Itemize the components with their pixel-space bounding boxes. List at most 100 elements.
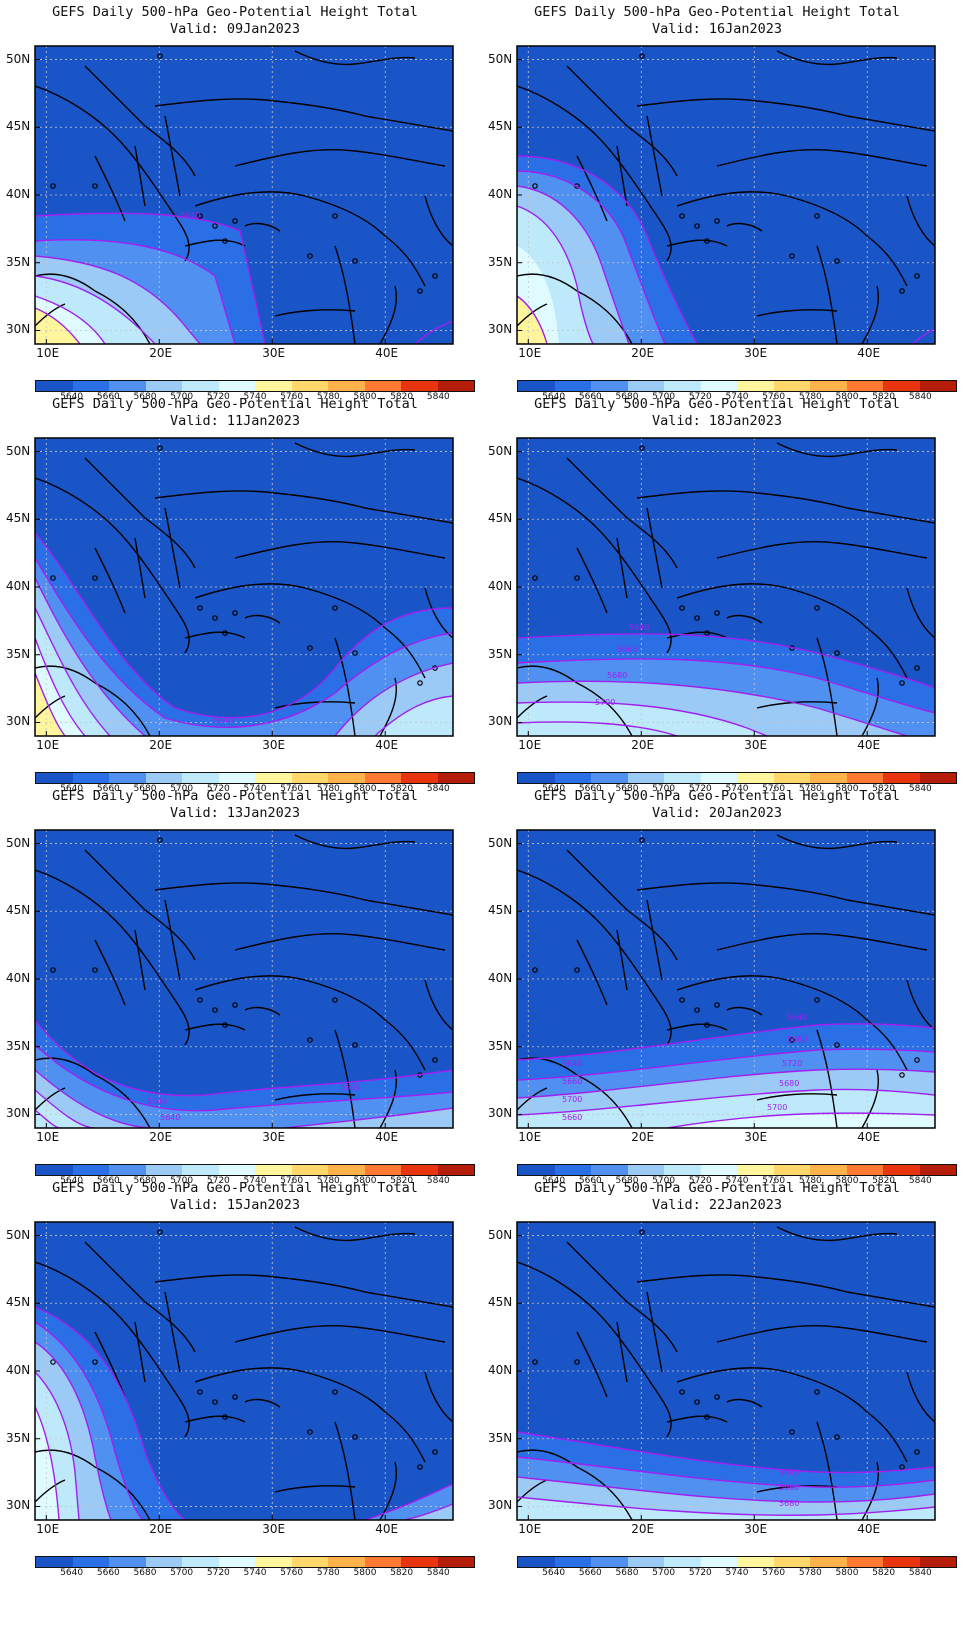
colorbar-swatch xyxy=(627,1557,664,1567)
colorbar-label: 5800 xyxy=(835,1176,859,1186)
colorbar-swatch xyxy=(218,381,255,391)
colorbar-swatch xyxy=(627,381,664,391)
island xyxy=(212,223,218,229)
coastline xyxy=(35,1479,66,1503)
panel-title: GEFS Daily 500-hPa Geo-Potential Height … xyxy=(534,788,900,804)
colorbar-label: 5680 xyxy=(133,392,157,402)
colorbar-label: 5700 xyxy=(652,1176,676,1186)
lat-tick-label: 30N xyxy=(488,322,513,337)
island xyxy=(50,1359,56,1365)
colorbar-label: 5680 xyxy=(133,784,157,794)
lat-tick-label: 30N xyxy=(6,714,31,729)
colorbar-label: 5720 xyxy=(206,1568,230,1578)
colorbar-label: 5720 xyxy=(688,784,712,794)
lon-tick-label: 20E xyxy=(149,1130,173,1144)
island xyxy=(679,605,685,611)
coastline xyxy=(676,583,908,679)
coastline xyxy=(244,222,281,232)
colorbar-label: 5660 xyxy=(96,1176,120,1186)
colorbar-swatch xyxy=(737,381,774,391)
colorbar-label: 5700 xyxy=(170,1568,194,1578)
island xyxy=(639,837,645,843)
panel-valid-date: Valid: 09Jan2023 xyxy=(169,21,301,37)
coastline xyxy=(861,1069,879,1128)
coastline xyxy=(234,932,446,951)
panel-title: GEFS Daily 500-hPa Geo-Potential Height … xyxy=(534,4,900,20)
map-canvas: 5640 xyxy=(34,437,454,737)
coastline xyxy=(184,1415,246,1423)
coastline xyxy=(517,477,672,654)
island xyxy=(639,445,645,451)
contour-line xyxy=(517,1023,935,1061)
coastline xyxy=(194,191,426,287)
colorbar-label: 5780 xyxy=(798,392,822,402)
coastline xyxy=(164,1291,181,1373)
coastline xyxy=(94,547,126,614)
lat-tick-label: 40N xyxy=(488,187,513,201)
coastline xyxy=(517,695,548,719)
island xyxy=(679,1389,685,1395)
colorbar-label: 5820 xyxy=(872,1568,896,1578)
coastline xyxy=(906,195,935,247)
map-canvas: 5640 5660 5640 xyxy=(34,829,454,1129)
coastline xyxy=(517,1449,633,1520)
colorbar-swatch xyxy=(401,1557,438,1567)
coastline xyxy=(517,1261,672,1438)
colorbar-label: 5840 xyxy=(908,392,932,402)
coastline xyxy=(379,285,397,344)
colorbar-swatch xyxy=(218,773,255,783)
lat-tick-label: 30N xyxy=(6,322,31,337)
coastline xyxy=(726,1398,763,1408)
island xyxy=(212,615,218,621)
island xyxy=(332,213,338,219)
island xyxy=(532,1359,538,1365)
coastline xyxy=(154,882,453,916)
coastline xyxy=(576,547,608,614)
colorbar-label: 5820 xyxy=(872,1176,896,1186)
lon-tick-label: 30E xyxy=(262,346,286,360)
map-panel: GEFS Daily 500-hPa Geo-Potential Height … xyxy=(482,0,964,410)
lon-tick-label: 20E xyxy=(631,1522,655,1536)
coastline xyxy=(666,239,728,247)
coastline xyxy=(379,677,397,736)
coastline xyxy=(616,145,628,207)
colorbar-swatch xyxy=(554,1165,591,1175)
lon-tick-label: 40E xyxy=(857,1522,881,1536)
colorbar-swatch xyxy=(664,773,701,783)
contour-label: 5660 xyxy=(617,645,637,654)
lon-tick-label: 40E xyxy=(375,738,399,752)
coastline xyxy=(636,490,935,524)
colorbar-swatch xyxy=(883,773,920,783)
colorbar-swatch xyxy=(72,1557,109,1567)
colorbar-swatch xyxy=(328,773,365,783)
height-band xyxy=(35,1407,59,1520)
panel-valid-date: Valid: 18Jan2023 xyxy=(651,413,783,429)
lat-tick-label: 50N xyxy=(488,51,513,66)
colorbar-swatch xyxy=(36,381,73,391)
colorbar xyxy=(517,380,957,392)
colorbar-label: 5640 xyxy=(542,392,566,402)
map-canvas: 5640 xyxy=(34,45,454,345)
colorbar-label: 5720 xyxy=(206,784,230,794)
colorbar-label: 5660 xyxy=(96,392,120,402)
colorbar-label: 5780 xyxy=(798,1568,822,1578)
colorbar-swatch xyxy=(919,1165,956,1175)
colorbar-swatch xyxy=(518,1165,555,1175)
colorbar-swatch xyxy=(291,1557,328,1567)
colorbar-swatch xyxy=(554,1557,591,1567)
contour-line xyxy=(35,637,86,736)
lon-tick-label: 20E xyxy=(631,1130,655,1144)
colorbar-label: 5640 xyxy=(542,1568,566,1578)
island xyxy=(704,238,710,244)
colorbar-swatch xyxy=(664,1557,701,1567)
contour-line xyxy=(517,170,666,344)
colorbar-label: 5680 xyxy=(615,1568,639,1578)
contour-label: 5660 xyxy=(562,1113,582,1122)
colorbar-label: 5660 xyxy=(578,784,602,794)
lat-tick-label: 45N xyxy=(6,511,31,526)
island xyxy=(307,1429,313,1435)
colorbar-swatch xyxy=(554,381,591,391)
coastline xyxy=(776,834,898,850)
colorbar-swatch xyxy=(182,1557,219,1567)
colorbar-swatch xyxy=(591,1165,628,1175)
